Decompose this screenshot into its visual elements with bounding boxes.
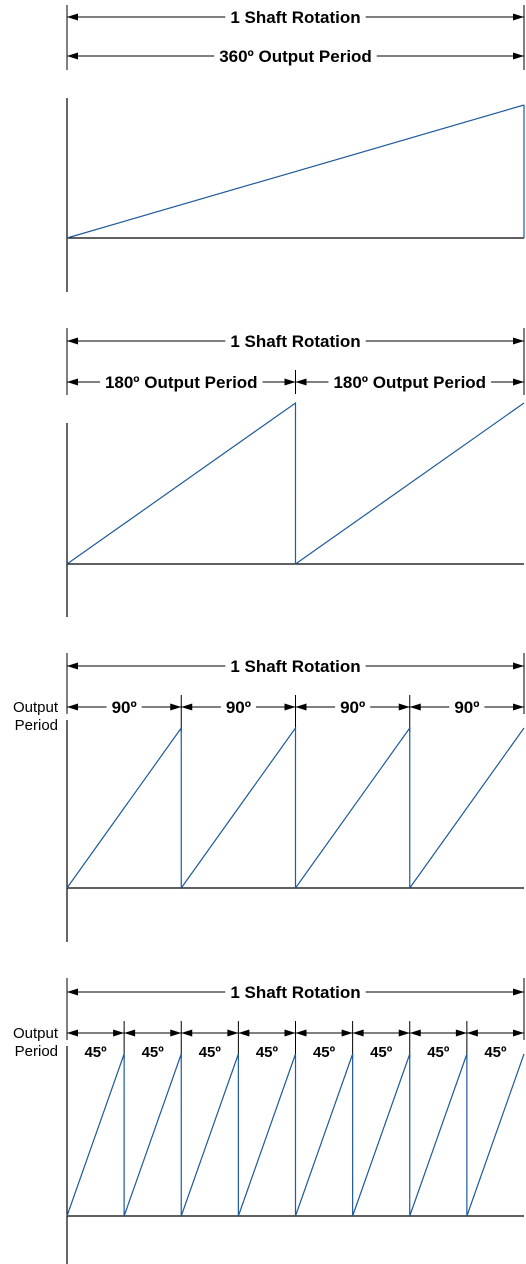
output-period-label: 45º bbox=[370, 1044, 393, 1061]
output-period-label: 45º bbox=[84, 1044, 107, 1061]
arrowhead bbox=[341, 1029, 353, 1037]
arrowhead bbox=[513, 378, 524, 386]
output-period-side-label: Output Period bbox=[13, 699, 59, 734]
panel-3: 1 Shaft Rotation 90º 90º 90º 90º Output Period bbox=[13, 653, 525, 942]
arrowhead bbox=[67, 703, 78, 711]
output-period-label: 45º bbox=[484, 1044, 507, 1061]
arrowhead bbox=[513, 1029, 524, 1037]
arrowhead bbox=[398, 703, 410, 711]
sawtooth-waveform bbox=[66, 104, 525, 239]
output-period-label: 45º bbox=[313, 1044, 336, 1061]
arrowhead bbox=[227, 1029, 239, 1037]
output-period-label: 90º bbox=[112, 698, 137, 717]
output-period-side-label: Output Period bbox=[13, 1025, 59, 1060]
output-period-label: 360º Output Period bbox=[219, 47, 372, 66]
arrowhead bbox=[67, 378, 78, 386]
arrowhead bbox=[513, 662, 524, 670]
panel-2: 1 Shaft Rotation 180º Output Period 180º O… bbox=[66, 328, 525, 617]
panel-1: 1 Shaft Rotation 360º Output Period bbox=[66, 5, 525, 292]
arrowhead bbox=[284, 378, 296, 386]
arrowhead bbox=[295, 378, 307, 386]
output-period-label: 45º bbox=[427, 1044, 450, 1061]
arrowhead bbox=[170, 1029, 182, 1037]
output-period-label: 45º bbox=[199, 1044, 222, 1061]
arrowhead bbox=[67, 337, 78, 345]
sawtooth-waveform bbox=[66, 726, 525, 889]
arrowhead bbox=[170, 703, 182, 711]
arrowhead bbox=[67, 52, 78, 60]
arrowhead bbox=[67, 988, 78, 996]
arrowhead bbox=[513, 337, 524, 345]
arrowhead bbox=[295, 703, 307, 711]
output-period-label: 90º bbox=[226, 698, 251, 717]
arrowhead bbox=[124, 1029, 136, 1037]
shaft-rotation-label: 1 Shaft Rotation bbox=[230, 657, 360, 676]
arrowhead bbox=[67, 662, 78, 670]
arrowhead bbox=[295, 1029, 307, 1037]
arrowhead bbox=[284, 703, 296, 711]
output-period-label: 180º Output Period bbox=[105, 373, 258, 392]
arrowhead bbox=[513, 13, 524, 21]
sawtooth-waveform bbox=[66, 401, 525, 565]
arrowhead bbox=[113, 1029, 125, 1037]
panel-4: 1 Shaft Rotation 45º 45º 45º 45º 45º 45º 45º 45º… bbox=[13, 978, 525, 1264]
arrowhead bbox=[513, 52, 524, 60]
arrowhead bbox=[409, 703, 421, 711]
arrowhead bbox=[67, 13, 78, 21]
arrowhead bbox=[181, 1029, 193, 1037]
arrowhead bbox=[455, 1029, 467, 1037]
arrowhead bbox=[67, 1029, 78, 1037]
arrowhead bbox=[466, 1029, 478, 1037]
arrowhead bbox=[181, 703, 193, 711]
arrowhead bbox=[513, 988, 524, 996]
shaft-rotation-label: 1 Shaft Rotation bbox=[230, 332, 360, 351]
arrowhead bbox=[284, 1029, 296, 1037]
output-period-label: 90º bbox=[340, 698, 365, 717]
output-period-label: 180º Output Period bbox=[333, 373, 486, 392]
arrowhead bbox=[398, 1029, 410, 1037]
shaft-rotation-label: 1 Shaft Rotation bbox=[230, 8, 360, 27]
arrowhead bbox=[352, 1029, 364, 1037]
arrowhead bbox=[409, 1029, 421, 1037]
sawtooth-waveform bbox=[66, 1053, 525, 1217]
output-period-label: 90º bbox=[454, 698, 479, 717]
arrowhead bbox=[513, 703, 524, 711]
arrowhead bbox=[238, 1029, 250, 1037]
output-period-label: 45º bbox=[256, 1044, 279, 1061]
shaft-rotation-label: 1 Shaft Rotation bbox=[230, 983, 360, 1002]
output-period-label: 45º bbox=[142, 1044, 165, 1061]
